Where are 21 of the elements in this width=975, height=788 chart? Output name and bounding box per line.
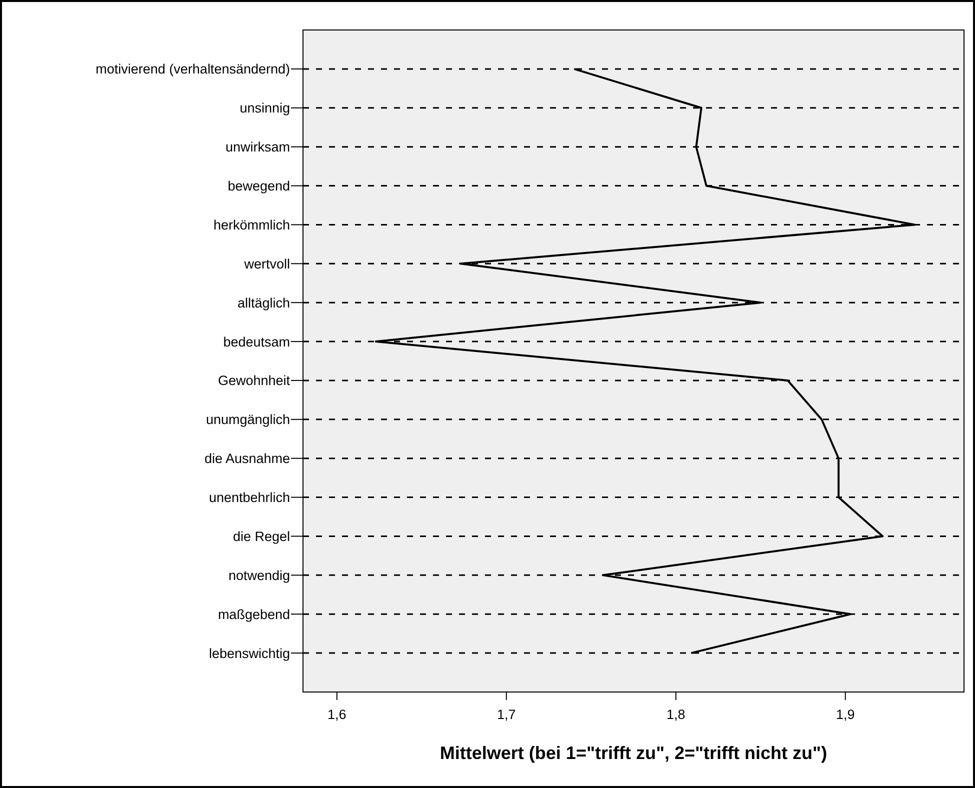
y-tick-label: die Regel [232,528,290,544]
y-tick-label: herkömmlich [213,217,290,232]
x-tick-label: 1,7 [496,707,516,722]
y-tick-label: alltäglich [237,295,290,310]
y-tick-label: Gewohnheit [218,373,290,388]
y-tick-label: unumgänglich [206,412,290,428]
y-tick-label: unsinnig [240,100,290,116]
x-axis-title: Mittelwert (bei 1="trifft zu", 2="trifft nicht zu") [440,743,828,763]
y-tick-label: wertvoll [243,256,290,272]
y-tick-label: lebenswichtig [208,646,290,661]
x-tick-label: 1,6 [328,707,346,722]
y-tick-label: bedeutsam [223,334,290,350]
x-tick-label: 1,8 [666,707,686,722]
x-tick-label: 1,9 [836,707,855,722]
y-tick-label: maßgebend [218,606,290,622]
y-tick-label: unwirksam [225,140,290,155]
y-tick-label: unentbehrlich [208,490,290,506]
y-tick-label: notwendig [228,568,290,583]
y-tick-label: motivierend (verhaltensändernd) [96,62,290,77]
y-tick-label: bewegend [228,178,290,194]
y-tick-label: die Ausnahme [204,451,290,466]
